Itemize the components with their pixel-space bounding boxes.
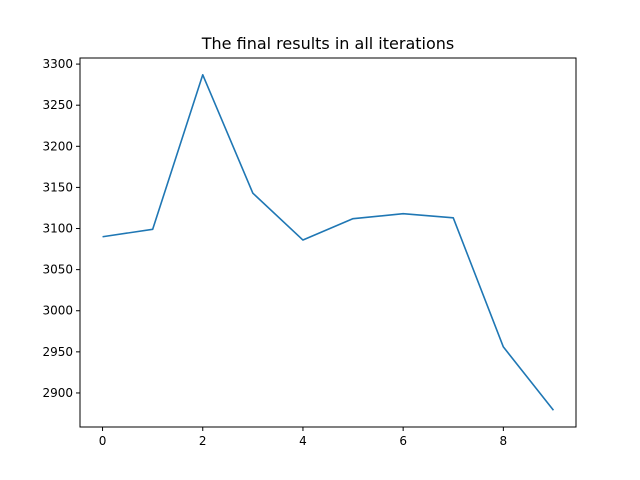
x-tick-label: 6 (399, 434, 407, 448)
x-axis: 0 2 4 6 8 (99, 427, 507, 448)
y-tick-label: 3250 (42, 98, 73, 112)
x-tick-label: 8 (500, 434, 508, 448)
chart-title: The final results in all iterations (201, 34, 454, 53)
y-tick-label: 3000 (42, 304, 73, 318)
axes-frame (79, 57, 577, 428)
y-tick-label: 2900 (42, 386, 73, 400)
y-tick-label: 3300 (42, 57, 73, 71)
plot-area (102, 73, 555, 411)
y-tick-label: 3100 (42, 222, 73, 236)
y-tick-label: 3200 (42, 139, 73, 153)
series-line (102, 73, 555, 411)
x-tick-label: 0 (99, 434, 107, 448)
x-tick-label: 2 (199, 434, 207, 448)
y-tick-label: 3050 (42, 263, 73, 277)
y-tick-label: 3150 (42, 180, 73, 194)
y-axis: 2900 2950 3000 3050 3100 3150 3200 3250 3300 (42, 57, 80, 400)
x-tick-label: 4 (299, 434, 307, 448)
y-tick-label: 2950 (42, 345, 73, 359)
